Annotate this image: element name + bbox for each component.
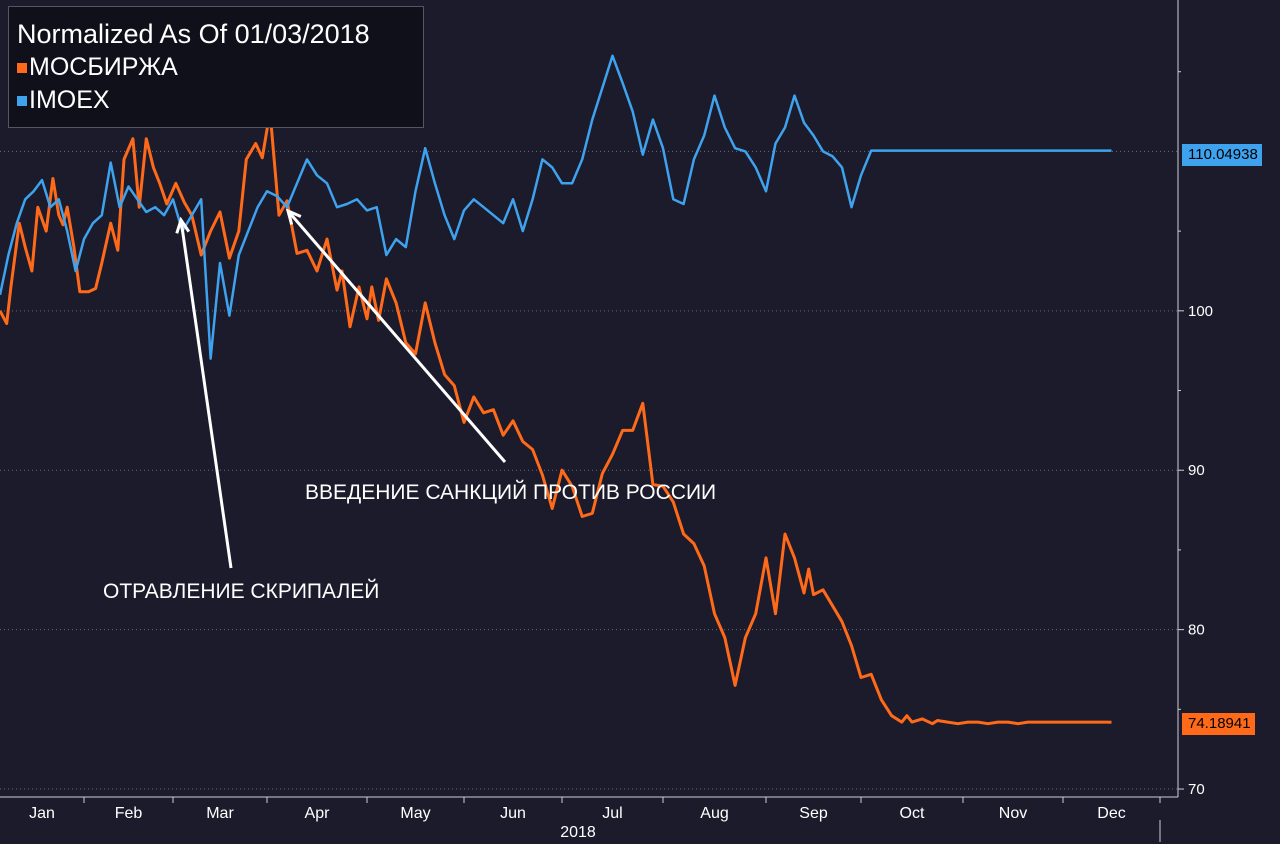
legend-item-imoex: IMOEX <box>17 84 423 117</box>
y-tick-label-100: 100 <box>1188 303 1213 320</box>
annotation-sanctions: ВВЕДЕНИЕ САНКЦИЙ ПРОТИВ РОССИИ <box>305 481 717 504</box>
y-tick-label-70: 70 <box>1188 781 1205 798</box>
y-tick-label-80: 80 <box>1188 622 1205 639</box>
y-tick-label-90: 90 <box>1188 462 1205 479</box>
series-lines <box>0 54 1112 726</box>
x-tick-label-jul: Jul <box>602 805 622 822</box>
chart-title: Normalized As Of 01/03/2018 <box>17 19 370 49</box>
legend-label-mosbirzha: МОСБИРЖА <box>29 53 178 81</box>
x-tick-label-jan: Jan <box>29 805 55 822</box>
series-line-mosbirzha <box>0 110 1112 726</box>
arrow-skripal-shaft <box>179 219 233 569</box>
end-label-mosbirzha: 74.18941 <box>1182 713 1255 735</box>
x-tick-label-mar: Mar <box>206 805 234 822</box>
x-tick-label-oct: Oct <box>900 805 925 822</box>
arrow-skripal-head <box>175 216 191 234</box>
annotation-arrows <box>175 208 507 569</box>
arrow-sanctions-head <box>285 208 302 225</box>
chart-axes: 70 80 90 100 Jan Feb Mar Apr May Jun Jul Aug Sep Oct N… <box>0 0 1213 842</box>
x-tick-label-apr: Apr <box>305 805 331 822</box>
arrow-sanctions-shaft <box>286 210 507 463</box>
x-tick-label-aug: Aug <box>700 805 728 822</box>
chart-legend: Normalized As Of 01/03/2018 МОСБИРЖА IMO… <box>8 6 424 128</box>
x-tick-label-sep: Sep <box>799 805 828 822</box>
series-line-imoex <box>0 54 1112 360</box>
x-tick-label-jun: Jun <box>500 805 526 822</box>
legend-item-mosbirzha: МОСБИРЖА <box>17 51 423 84</box>
legend-swatch-mosbirzha <box>17 62 27 73</box>
annotation-skripal: ОТРАВЛЕНИЕ СКРИПАЛЕЙ <box>103 580 380 603</box>
x-tick-label-feb: Feb <box>115 805 143 822</box>
x-year-label: 2018 <box>560 824 596 841</box>
end-label-imoex: 110.04938 <box>1182 144 1262 166</box>
legend-label-imoex: IMOEX <box>29 86 110 114</box>
grid-lines <box>0 150 1178 790</box>
x-tick-label-nov: Nov <box>999 805 1027 822</box>
legend-swatch-imoex <box>17 95 27 106</box>
x-tick-label-may: May <box>400 805 430 822</box>
x-tick-label-dec: Dec <box>1097 805 1125 822</box>
